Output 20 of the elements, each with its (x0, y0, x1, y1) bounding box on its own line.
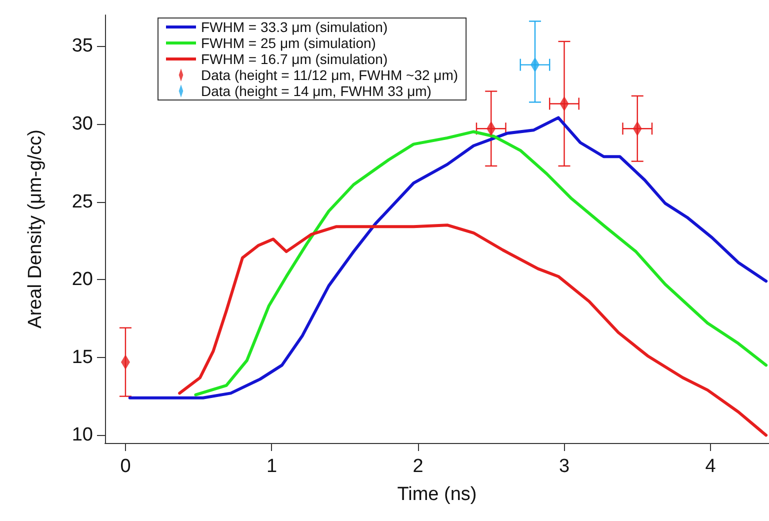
x-tick-label: 1 (266, 456, 278, 477)
y-tick-label: 20 (72, 269, 93, 290)
legend-label: Data (height = 14 μm, FWHM 33 μm) (201, 83, 432, 99)
legend-label: Data (height = 11/12 μm, FWHM ~32 μm) (201, 67, 458, 83)
x-tick-label: 2 (412, 456, 424, 477)
line-series (178, 224, 768, 437)
legend-label: FWHM = 16.7 μm (simulation) (201, 51, 388, 67)
line-series (128, 116, 768, 400)
x-tick-label: 4 (705, 456, 716, 477)
x-tick-label: 3 (558, 456, 570, 477)
legend-label: FWHM = 33.3 μm (simulation) (201, 19, 388, 35)
x-axis-title: Time (ns) (397, 484, 477, 505)
y-tick-label: 25 (72, 191, 93, 212)
y-tick-label: 10 (72, 424, 93, 446)
y-axis-title: Areal Density (μm-g/cc) (25, 130, 46, 328)
y-tick-label: 30 (72, 113, 93, 134)
legend-label: FWHM = 25 μm (simulation) (201, 35, 376, 51)
x-tick-label: 0 (120, 456, 131, 477)
y-tick-label: 15 (72, 346, 93, 368)
y-tick-label: 35 (72, 36, 93, 57)
